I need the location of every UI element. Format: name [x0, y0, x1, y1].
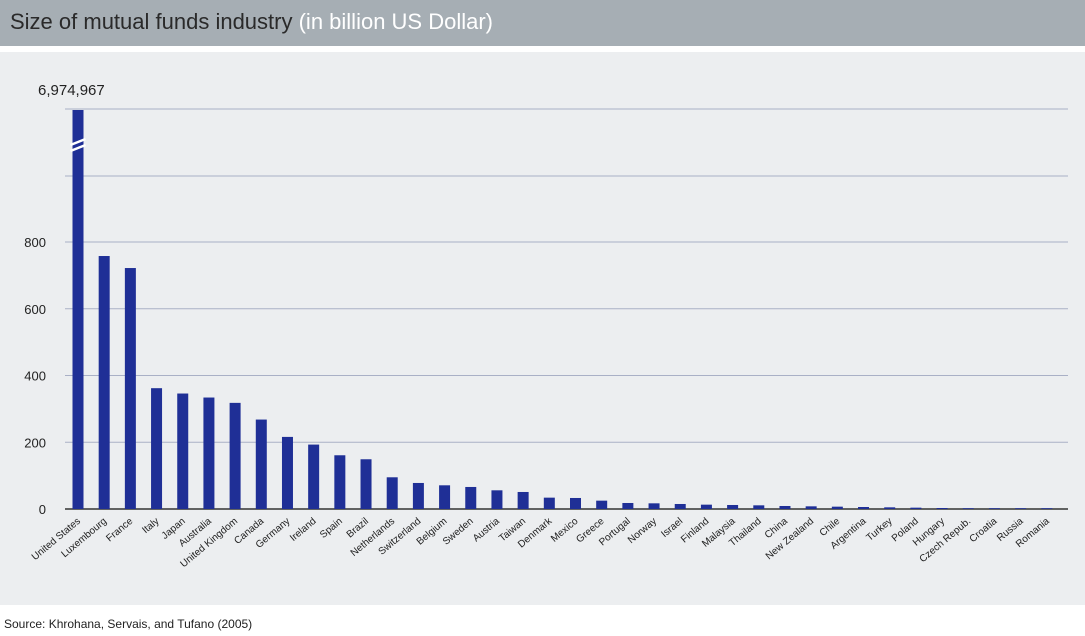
chart-title: Size of mutual funds industry (in billio… [10, 9, 493, 35]
x-tick-label: Croatia [968, 516, 1000, 545]
bar [412, 482, 424, 509]
y-tick-label: 600 [24, 302, 46, 317]
bar [1015, 508, 1027, 509]
y-tick-label: 400 [24, 369, 46, 384]
bar [884, 507, 896, 509]
y-tick-label: 800 [24, 235, 46, 250]
bar [203, 397, 215, 509]
bar [779, 505, 791, 509]
bar [805, 506, 817, 509]
bar [727, 504, 739, 509]
title-bar: Size of mutual funds industry (in billio… [0, 0, 1085, 46]
source-note: Source: Khrohana, Servais, and Tufano (2… [4, 617, 253, 631]
bar [281, 436, 293, 509]
x-tick-label: Italy [140, 516, 161, 536]
bar [360, 459, 372, 509]
bar [570, 497, 581, 509]
bar [72, 110, 84, 509]
bar [229, 402, 241, 509]
bar [622, 502, 634, 509]
bar [936, 507, 948, 509]
chart-panel [0, 52, 1085, 605]
bar [910, 507, 922, 509]
title-main: Size of mutual funds industry [10, 9, 293, 34]
y-tick-label: 200 [24, 435, 46, 450]
bar [255, 419, 267, 509]
bar [1041, 508, 1053, 509]
axis-break-mark [70, 137, 86, 153]
x-tick-label: Austria [471, 516, 502, 545]
bar [674, 503, 686, 509]
bar [753, 505, 765, 509]
y-tick-label: 0 [39, 502, 46, 517]
bar-layer [72, 110, 1053, 509]
bar [491, 490, 503, 509]
bar [177, 393, 189, 509]
bar [831, 506, 843, 509]
bar [465, 486, 477, 509]
grid-layer [65, 108, 1068, 510]
bar [517, 491, 529, 509]
bar [988, 508, 1000, 509]
bar [858, 506, 870, 509]
bar [543, 497, 555, 509]
bar [98, 256, 110, 509]
bar [700, 504, 712, 509]
bar [596, 500, 608, 509]
title-unit: (in billion US Dollar) [298, 9, 493, 34]
bar [334, 455, 346, 509]
x-tick-label: Norway [626, 516, 659, 546]
x-tick-label: Turkey [864, 516, 894, 544]
bar [439, 485, 451, 509]
x-tick-label: France [104, 516, 135, 545]
bar [151, 388, 163, 509]
bar [124, 268, 136, 509]
bar [962, 508, 974, 509]
bar [308, 444, 320, 509]
bar [386, 477, 398, 509]
x-tick-label: Ireland [288, 516, 318, 544]
x-tick-label: Spain [318, 516, 345, 541]
bar [648, 503, 660, 509]
data-label: 6,974,967 [38, 82, 105, 99]
